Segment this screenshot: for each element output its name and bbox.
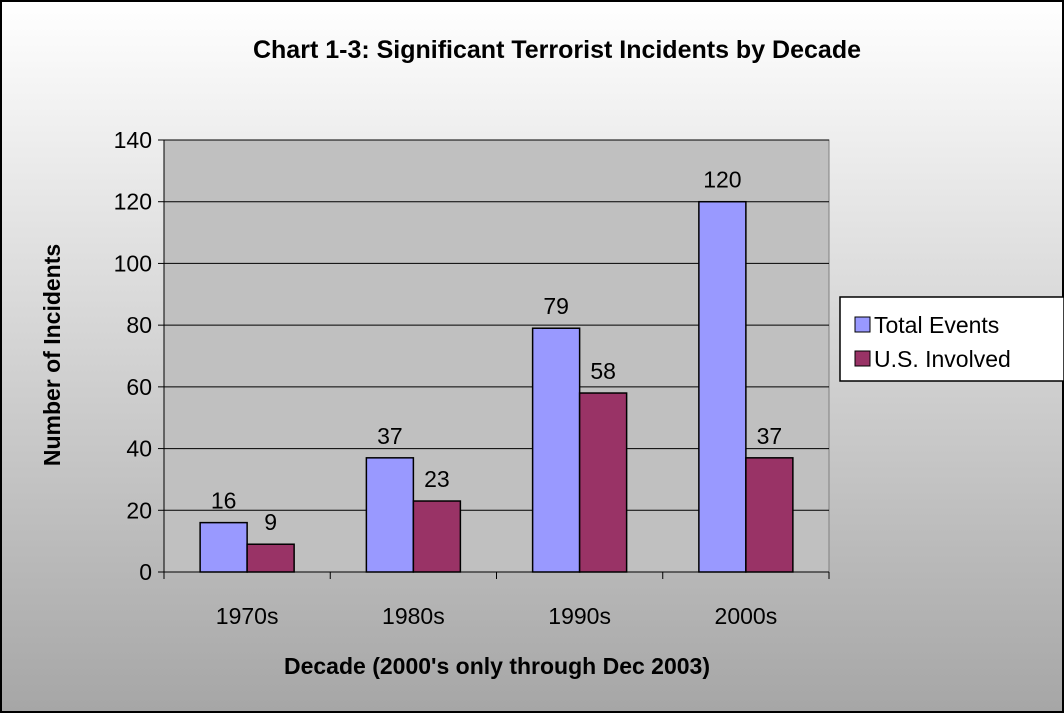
data-label: 9 [264,509,277,535]
y-axis-title: Number of Incidents [39,244,65,466]
x-tick-label: 1990s [548,603,611,629]
y-tick-label: 100 [114,250,152,276]
y-tick-label: 60 [126,374,152,400]
data-label: 58 [590,358,616,384]
y-tick-label: 80 [126,312,152,338]
bar [578,392,628,573]
y-tick-label: 140 [114,127,152,153]
x-tick-label: 1970s [216,603,279,629]
data-label: 37 [757,423,783,449]
chart-title: Chart 1-3: Significant Terrorist Inciden… [253,36,861,64]
legend-box [839,296,1064,382]
data-label: 37 [377,423,403,449]
bar [412,500,462,573]
x-axis-title: Decade (2000's only through Dec 2003) [284,653,710,679]
legend: Total Events U.S. Involved [839,296,1064,382]
data-label: 23 [424,466,450,492]
data-label: 79 [543,293,569,319]
bar [745,457,794,573]
y-tick-label: 20 [126,497,152,523]
legend-swatch [854,350,871,367]
y-tick-label: 40 [126,436,152,462]
legend-label: U.S. Involved [874,346,1011,372]
bar [365,457,415,573]
bar [531,327,581,573]
bar [246,543,295,573]
y-tick-label: 120 [114,189,152,215]
y-tick-label: 0 [139,559,152,585]
legend-swatch [854,316,871,333]
data-label: 16 [211,488,237,514]
data-label: 120 [703,167,741,193]
x-tick-label: 2000s [715,603,778,629]
bar [199,521,248,573]
bar [698,200,747,573]
x-tick-label: 1980s [382,603,445,629]
legend-label: Total Events [874,312,999,338]
